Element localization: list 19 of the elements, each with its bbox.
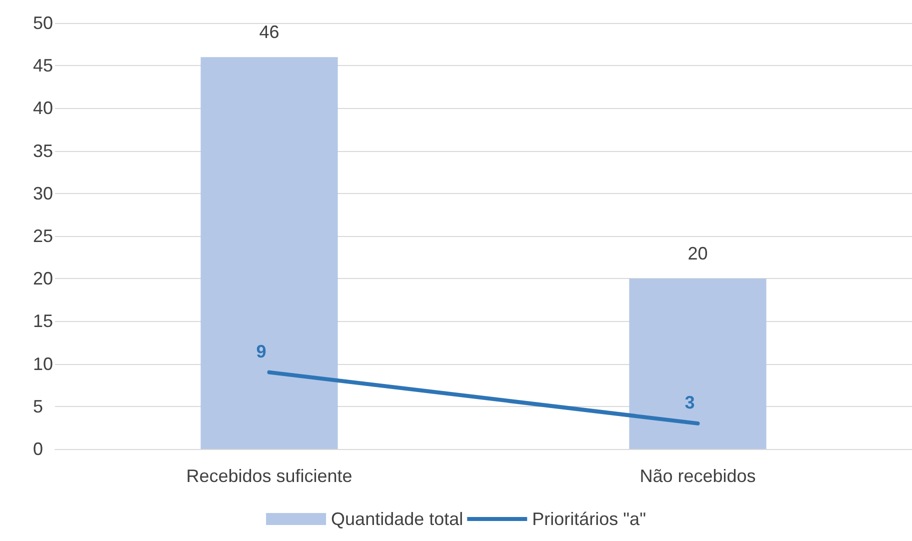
legend-label: Quantidade total	[331, 509, 464, 529]
y-tick-label: 25	[33, 226, 54, 246]
x-tick-label: Recebidos suficiente	[186, 466, 352, 486]
data-label: 9	[256, 341, 266, 362]
y-tick-label: 40	[33, 98, 54, 118]
data-label: 20	[688, 244, 708, 264]
y-tick-label: 0	[33, 439, 44, 459]
y-tick-label: 5	[33, 396, 44, 416]
x-tick-label: Não recebidos	[640, 466, 756, 486]
y-tick-label: 50	[33, 13, 54, 33]
y-tick-label: 10	[33, 354, 54, 374]
data-label: 3	[684, 392, 695, 412]
data-label: 46	[259, 22, 280, 42]
y-tick-label: 30	[33, 183, 54, 204]
y-tick-label: 20	[33, 268, 54, 289]
y-tick-label: 15	[33, 311, 54, 332]
y-tick-label: 45	[33, 56, 54, 76]
legend-label: Prioritários "a"	[532, 509, 646, 529]
y-tick-label: 35	[33, 140, 54, 161]
